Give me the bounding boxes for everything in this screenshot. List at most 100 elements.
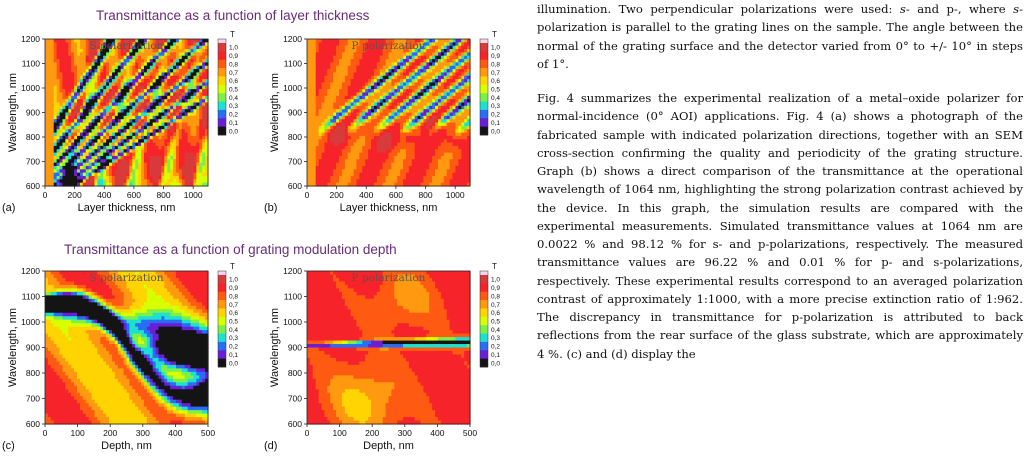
heatmap-cell — [59, 52, 64, 57]
heatmap-cell — [82, 179, 87, 184]
heatmap-cell — [388, 175, 393, 180]
heatmap-cell — [56, 129, 61, 134]
heatmap-cell — [59, 115, 64, 120]
heatmap-cell — [71, 75, 75, 80]
heatmap-cell — [193, 172, 197, 177]
heatmap-cell — [161, 125, 165, 130]
heatmap-cell — [126, 39, 131, 43]
heatmap-cell — [394, 159, 398, 164]
heatmap-cell — [106, 65, 110, 70]
heatmap-cell — [467, 109, 471, 114]
heatmap-cell — [312, 165, 317, 170]
heatmap-cell — [315, 42, 320, 47]
heatmap-cell — [318, 182, 323, 187]
heatmap-cell — [53, 49, 58, 53]
heatmap-cell — [184, 45, 189, 50]
heatmap-cell — [394, 169, 398, 174]
heatmap-cell — [138, 159, 142, 164]
heatmap-cell — [414, 95, 419, 100]
heatmap-cell — [321, 62, 326, 67]
heatmap-cell — [403, 102, 407, 107]
heatmap-cell — [400, 169, 404, 174]
heatmap-cell — [71, 115, 75, 120]
heatmap-cell — [391, 175, 395, 180]
heatmap-cell — [339, 72, 343, 77]
heatmap-cell — [146, 182, 151, 187]
heatmap-cell — [94, 182, 98, 187]
heatmap-cell — [74, 165, 78, 170]
heatmap-cell — [333, 62, 337, 67]
heatmap-cell — [82, 85, 87, 90]
heatmap-cell — [435, 112, 439, 117]
heatmap-cell — [362, 82, 366, 87]
heatmap-cell — [138, 45, 142, 50]
heatmap-cell — [443, 115, 448, 120]
heatmap-cell — [56, 155, 61, 160]
heatmap-cell — [187, 89, 192, 94]
heatmap-cell — [45, 102, 49, 107]
heatmap-cell — [339, 135, 343, 140]
heatmap-cell — [173, 142, 177, 147]
heatmap-cell — [432, 132, 436, 137]
heatmap-cell — [109, 62, 113, 67]
heatmap-cell — [65, 112, 69, 117]
heatmap-cell — [158, 72, 163, 77]
heatmap-cell — [94, 155, 98, 160]
heatmap-cell — [106, 179, 110, 184]
heatmap-cell — [79, 49, 84, 53]
heatmap-cell — [339, 165, 343, 170]
heatmap-cell — [111, 49, 116, 53]
heatmap-cell — [178, 85, 183, 90]
heatmap-cell — [344, 89, 349, 94]
heatmap-cell — [411, 55, 416, 60]
heatmap-cell — [152, 65, 157, 70]
heatmap-cell — [85, 82, 90, 87]
heatmap-cell — [318, 105, 323, 110]
heatmap-cell — [193, 39, 197, 43]
heatmap-cell — [394, 55, 398, 60]
heatmap-cell — [426, 152, 430, 157]
heatmap-cell — [109, 132, 113, 137]
heatmap-cell — [455, 115, 459, 120]
heatmap-cell — [184, 92, 189, 97]
heatmap-cell — [318, 59, 323, 63]
heatmap-cell — [327, 125, 331, 130]
heatmap-cell — [379, 92, 384, 97]
heatmap-cell — [405, 169, 410, 174]
heatmap-cell — [62, 39, 66, 43]
heatmap-cell — [173, 55, 177, 60]
heatmap-cell — [420, 145, 425, 150]
heatmap-cell — [184, 175, 189, 180]
heatmap-cell — [411, 92, 416, 97]
heatmap-cell — [432, 155, 436, 160]
heatmap-cell — [382, 85, 387, 90]
heatmap-cell — [205, 82, 209, 87]
heatmap-cell — [123, 59, 128, 63]
heatmap-cell — [461, 105, 465, 110]
heatmap-cell — [187, 125, 192, 130]
heatmap-cell — [388, 149, 393, 154]
heatmap-cell — [100, 105, 104, 110]
heatmap-cell — [339, 109, 343, 114]
heatmap-cell — [423, 62, 427, 67]
heatmap-cell — [184, 105, 189, 110]
heatmap-cell — [146, 112, 151, 117]
heatmap-cell — [464, 95, 468, 100]
heatmap-cell — [138, 162, 142, 167]
heatmap-cell — [190, 152, 195, 157]
heatmap-cell — [91, 125, 96, 130]
heatmap-cell — [449, 175, 454, 180]
heatmap-cell — [362, 89, 366, 94]
heatmap-cell — [408, 139, 413, 144]
heatmap-cell — [405, 55, 410, 60]
heatmap-cell — [307, 69, 311, 74]
heatmap-cell — [82, 75, 87, 80]
heatmap-cell — [400, 99, 404, 104]
heatmap-cell — [455, 119, 459, 124]
heatmap-cell — [149, 129, 154, 134]
heatmap-cell — [376, 149, 381, 154]
heatmap-cell — [397, 119, 401, 124]
heatmap-cell — [88, 182, 93, 187]
heatmap-cell — [309, 142, 314, 147]
heatmap-cell — [184, 165, 189, 170]
